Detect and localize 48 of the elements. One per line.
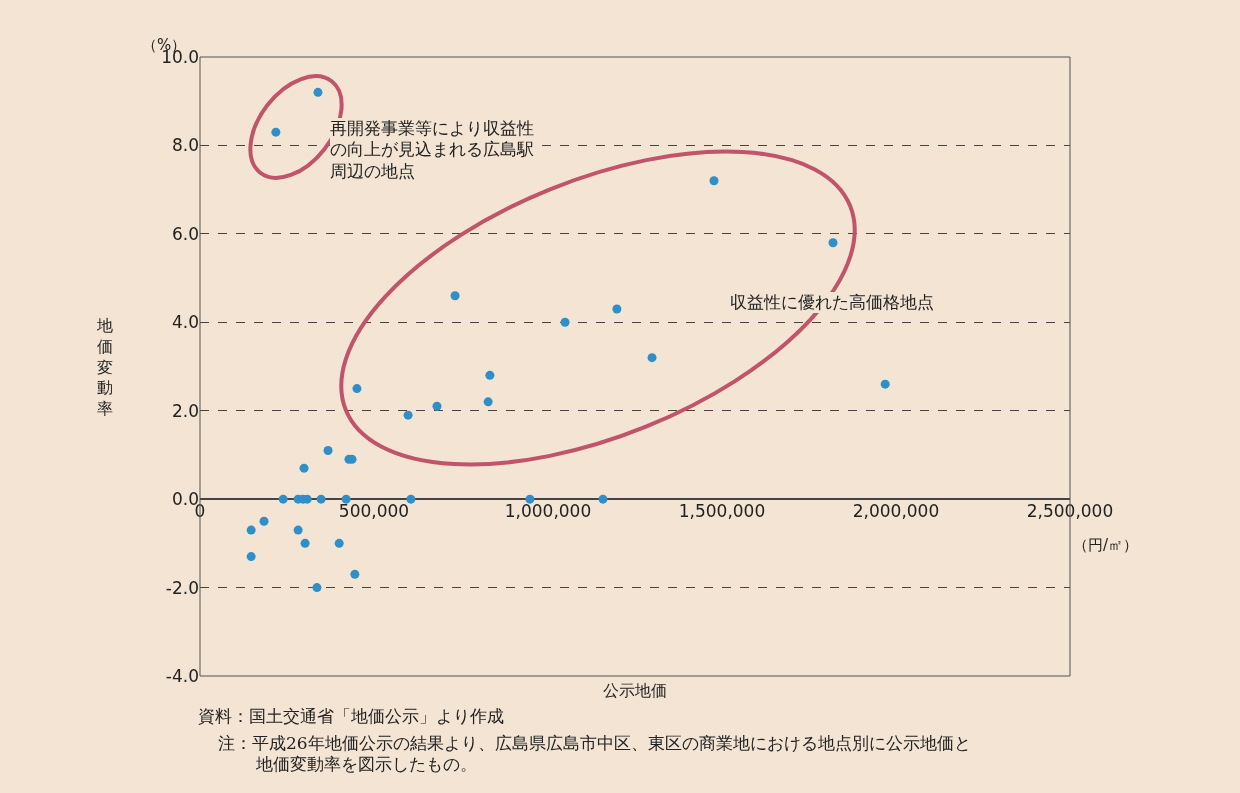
- point: [334, 538, 344, 548]
- point: [880, 379, 890, 389]
- x-tick-label: 2,500,000: [1026, 501, 1114, 522]
- y-tick-label: 6.0: [171, 223, 199, 244]
- point: [350, 569, 360, 579]
- x-tick-label: 1,500,000: [678, 501, 766, 522]
- point: [432, 401, 442, 411]
- x-tick-label: 1,000,000: [504, 501, 592, 522]
- y-axis-title: 地価変動率: [96, 316, 113, 419]
- point: [709, 176, 719, 186]
- y-tick-label: -4.0: [165, 665, 199, 686]
- point: [598, 494, 608, 504]
- point: [271, 127, 281, 137]
- point: [300, 538, 310, 548]
- point: [313, 87, 323, 97]
- text: 資料：国土交通省「地価公示」より作成: [198, 706, 504, 728]
- point: [352, 384, 362, 394]
- annotation: 収益性に優れた高価格地点: [730, 292, 934, 314]
- y-tick-label: 4.0: [171, 312, 199, 333]
- point: [278, 494, 288, 504]
- point: [299, 463, 309, 473]
- point: [612, 304, 622, 314]
- point: [525, 494, 535, 504]
- text: （円/㎡）: [1073, 536, 1139, 555]
- x-tick-label: 500,000: [338, 501, 410, 522]
- point: [316, 494, 326, 504]
- point: [312, 583, 322, 593]
- point: [483, 397, 493, 407]
- point: [293, 525, 303, 535]
- x-axis-title: 公示地価: [603, 681, 667, 700]
- point: [323, 446, 333, 456]
- point: [246, 552, 256, 562]
- point: [341, 494, 351, 504]
- point: [560, 317, 570, 327]
- y-tick-label: 8.0: [171, 135, 199, 156]
- annotation: 再開発事業等により収益性の向上が見込まれる広島駅周辺の地点: [330, 118, 542, 182]
- y-tick-label: -2.0: [165, 577, 199, 598]
- point: [450, 291, 460, 301]
- point: [259, 516, 269, 526]
- point: [403, 410, 413, 420]
- point: [647, 353, 657, 363]
- point: [828, 238, 838, 248]
- point: [406, 494, 416, 504]
- point: [485, 370, 495, 380]
- x-tick-label: 2,000,000: [852, 501, 940, 522]
- y-tick-label: 2.0: [171, 400, 199, 421]
- point: [246, 525, 256, 535]
- text: 注：平成26年地価公示の結果より、広島県広島市中区、東区の商業地における地点別に公示地価と地価変動率を図示したもの。: [218, 733, 972, 776]
